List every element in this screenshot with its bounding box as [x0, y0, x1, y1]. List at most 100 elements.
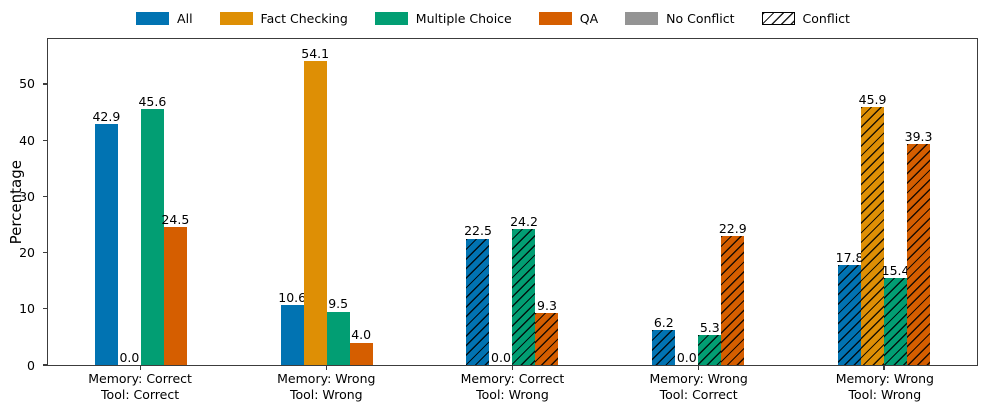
x-axis-tick-mark [511, 366, 514, 370]
bar-slot: 39.3 [905, 130, 933, 365]
x-axis-labels: Memory: Correct Tool: Correct Memory: Wron… [47, 371, 978, 402]
bar [512, 228, 536, 365]
bar [861, 107, 885, 365]
bar [326, 311, 350, 365]
legend-swatch-hatched [761, 11, 795, 25]
legend-label: QA [579, 10, 599, 26]
legend-label: All [177, 10, 193, 26]
x-axis-category-label: Memory: Wrong Tool: Wrong [233, 371, 419, 402]
x-axis-category-line: Memory: Correct [88, 371, 192, 386]
x-axis-category-label: Memory: Wrong Tool: Correct [606, 371, 792, 402]
bar-value-label: 6.2 [653, 315, 674, 331]
bar-slot: 22.9 [718, 221, 747, 365]
y-axis-tick-mark [43, 139, 48, 141]
bar-slot: 22.5 [464, 223, 492, 365]
legend-item: Multiple Choice [374, 10, 512, 26]
x-axis-category-line: Tool: Wrong [848, 386, 922, 402]
y-axis-tick-mark [43, 308, 48, 310]
y-axis-tick-label: 20 [19, 245, 35, 261]
x-axis-category-label: Memory: Correct Tool: Correct [47, 371, 233, 402]
x-axis-tick-mark [697, 366, 699, 370]
x-axis-category-line: Tool: Wrong [289, 386, 363, 402]
legend-item: All [136, 11, 193, 26]
bar-value-label: 0.0 [491, 349, 511, 365]
legend-swatch [374, 11, 408, 25]
x-axis-tick-mark [140, 366, 142, 370]
bar-slot: 42.9 [92, 108, 121, 365]
bar-value-label: 4.0 [351, 327, 372, 343]
legend-item: Fact Checking [219, 10, 348, 26]
bar-value-label: 22.9 [718, 221, 747, 237]
plot-area: 0 10 20 30 40 50 42.9 0.0 45.6 24.5 10.6 54.1 9.5 4.0… [19, 38, 978, 373]
y-axis-tick: 20 [1, 245, 48, 261]
y-axis-tick: 40 [1, 132, 48, 148]
y-axis-tick-label: 40 [19, 132, 35, 148]
bar-slot: 24.5 [161, 212, 190, 365]
x-axis-category-label: Memory: Wrong Tool: Wrong [792, 371, 978, 402]
bar-slot: 9.3 [535, 297, 559, 365]
x-axis-category-line: Memory: Wrong [277, 371, 376, 386]
y-axis-tick-label: 30 [19, 188, 35, 204]
bar [466, 238, 490, 365]
bar-value-label: 9.3 [537, 297, 557, 313]
bar-slot: 45.6 [138, 93, 167, 365]
x-axis-tick-mark [883, 366, 885, 370]
bar-group: 17.8 45.9 15.4 39.3 [791, 39, 977, 370]
bar [652, 330, 676, 365]
bar [721, 236, 745, 365]
bar-slot: 6.2 [652, 315, 676, 365]
bar-value-label: 0.0 [119, 349, 140, 365]
bar-value-label: 15.4 [881, 263, 910, 279]
bar-value-label: 10.6 [278, 290, 307, 306]
bar-value-label: 42.9 [92, 108, 121, 124]
bar-value-label: 45.6 [138, 93, 167, 109]
bar [94, 123, 118, 365]
legend-label: Fact Checking [260, 10, 348, 26]
bar [907, 144, 931, 365]
bar [303, 60, 327, 365]
bar-slot: 15.4 [881, 263, 910, 365]
bar-value-label: 5.3 [699, 320, 720, 336]
bar-slot: 10.6 [278, 290, 307, 365]
y-axis-tick-mark [43, 195, 48, 197]
y-axis-tick-label: 50 [19, 76, 35, 92]
bar-value-label: 45.9 [858, 91, 887, 107]
bar-value-label: 9.5 [328, 296, 349, 312]
y-axis-tick-label: 10 [19, 301, 35, 317]
bar-value-label: 0.0 [676, 349, 697, 365]
x-axis-category-line: Tool: Wrong [476, 386, 549, 402]
x-axis-category-line: Tool: Correct [659, 386, 738, 402]
bar-value-label: 24.5 [161, 212, 190, 228]
legend-swatch [136, 11, 170, 25]
x-axis-category-line: Memory: Wrong [649, 371, 748, 386]
bar-slot: 4.0 [349, 327, 373, 365]
y-axis-tick: 10 [1, 301, 48, 317]
y-axis-tick: 50 [1, 76, 48, 92]
legend-label: Conflict [802, 10, 850, 26]
bar-value-label: 22.5 [464, 223, 492, 239]
x-axis-category-line: Memory: Correct [460, 371, 565, 386]
bar-slot: 17.8 [836, 251, 864, 365]
bar [280, 305, 304, 365]
x-axis-category-label: Memory: Correct Tool: Wrong [419, 371, 605, 402]
bar-group: 10.6 54.1 9.5 4.0 [234, 39, 420, 370]
bar [884, 278, 908, 365]
bar [349, 342, 373, 365]
bar-slot: 5.3 [698, 320, 722, 365]
bar [163, 227, 187, 365]
legend-swatch [625, 11, 659, 25]
bar [698, 335, 722, 365]
x-axis-category-line: Tool: Correct [101, 386, 180, 402]
bar-slot: 0.0 [675, 351, 698, 365]
bar [140, 108, 164, 365]
legend-label: Multiple Choice [415, 10, 512, 26]
bar-value-label: 24.2 [510, 213, 538, 229]
legend-item: Conflict [761, 10, 850, 26]
y-axis-tick: 30 [1, 188, 48, 204]
bar-slot: 45.9 [858, 91, 887, 365]
legend-item: QA [538, 10, 599, 26]
x-axis-category-line: Memory: Wrong [835, 371, 934, 386]
bar-group: 6.2 0.0 5.3 22.9 [605, 39, 791, 370]
bar-slot: 0.0 [118, 351, 141, 365]
bar-group: 22.5 0.0 24.2 9.3 [420, 39, 606, 370]
